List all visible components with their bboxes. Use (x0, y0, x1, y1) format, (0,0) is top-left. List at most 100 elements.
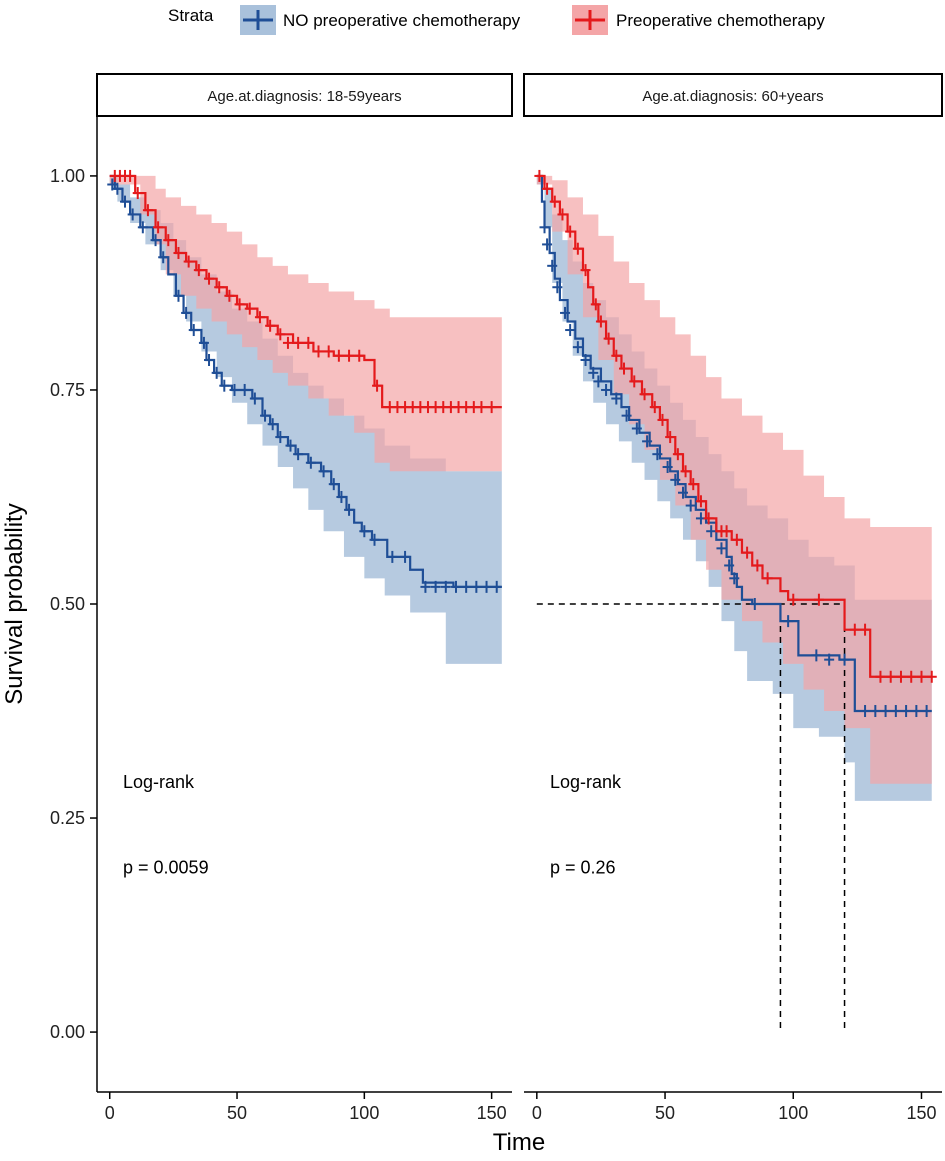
censor-mark-chemo (153, 221, 164, 234)
censor-mark-chemo (639, 388, 650, 401)
censor-mark-chemo (813, 593, 824, 606)
censor-mark-chemo (860, 623, 871, 636)
censor-mark-no-chemo (621, 409, 632, 422)
logrank-label: Log-rank (550, 772, 622, 792)
censor-mark-no-chemo (593, 375, 604, 388)
censor-mark-no-chemo (706, 525, 717, 538)
censor-mark-no-chemo (219, 379, 230, 392)
censor-mark-no-chemo (670, 473, 681, 486)
censor-mark-no-chemo (293, 448, 304, 461)
panel-left: Log-rank p = 0.0059 (107, 169, 502, 878)
censor-mark-no-chemo (107, 178, 118, 191)
strip-left: Age.at.diagnosis: 18-59years (96, 73, 513, 117)
censor-mark-chemo (354, 349, 365, 362)
censor-mark-chemo (742, 546, 753, 559)
x-tick-label: 150 (906, 1103, 936, 1123)
p-value-label: p = 0.26 (550, 858, 616, 878)
censor-mark-chemo (163, 234, 174, 247)
censor-mark-no-chemo (420, 580, 431, 593)
x-tick-label: 50 (655, 1103, 675, 1123)
censor-mark-no-chemo (547, 259, 558, 272)
censor-mark-chemo (721, 525, 732, 538)
censor-mark-chemo (619, 362, 630, 375)
censor-mark-no-chemo (662, 461, 673, 474)
censor-mark-no-chemo (539, 221, 550, 234)
censor-mark-no-chemo (204, 354, 215, 366)
censor-mark-no-chemo (481, 580, 492, 593)
x-tick-label: 150 (477, 1103, 507, 1123)
censor-mark-no-chemo (716, 542, 727, 555)
x-tick-label: 100 (778, 1103, 808, 1123)
censor-mark-chemo (275, 328, 286, 341)
censor-mark-no-chemo (211, 366, 222, 379)
censor-mark-no-chemo (642, 435, 653, 448)
censor-mark-chemo (590, 298, 601, 311)
censor-mark-chemo (282, 336, 293, 349)
censor-mark-chemo (214, 281, 225, 294)
censor-mark-chemo (173, 246, 184, 259)
censor-mark-chemo (313, 345, 324, 358)
x-tick-label: 50 (227, 1103, 247, 1123)
censor-mark-chemo (293, 336, 304, 349)
censor-mark-chemo (142, 204, 153, 217)
censor-mark-no-chemo (120, 195, 131, 208)
legend-entry-no-chemo: NO preoperative chemotherapy (240, 5, 521, 35)
p-value-label: p = 0.0059 (123, 858, 209, 878)
censor-mark-no-chemo (631, 422, 642, 435)
legend: Strata NO preoperative chemotherapy Preo… (168, 5, 825, 35)
censor-mark-no-chemo (336, 490, 347, 503)
censor-mark-chemo (204, 272, 215, 285)
legend-title: Strata (168, 6, 214, 25)
censor-mark-no-chemo (783, 615, 794, 628)
censor-mark-no-chemo (285, 439, 296, 452)
censor-mark-no-chemo (430, 580, 441, 593)
censor-mark-chemo (565, 225, 576, 238)
censor-mark-no-chemo (150, 234, 161, 247)
censor-mark-chemo (688, 478, 699, 491)
y-tick-label: 0.00 (50, 1022, 85, 1042)
ci-band-chemo (536, 175, 932, 784)
censor-mark-no-chemo (305, 456, 316, 469)
x-tick-label: 0 (532, 1103, 542, 1123)
censor-mark-no-chemo (387, 550, 398, 563)
y-tick-label: 0.75 (50, 380, 85, 400)
censor-mark-no-chemo (461, 580, 472, 593)
censor-mark-chemo (680, 465, 691, 478)
censor-mark-no-chemo (267, 418, 278, 431)
censor-mark-no-chemo (188, 324, 199, 337)
y-tick-label: 1.00 (50, 166, 85, 186)
censor-mark-chemo (234, 298, 245, 311)
y-axis-title: Survival probability (1, 503, 28, 704)
censor-mark-no-chemo (824, 653, 835, 666)
censor-mark-no-chemo (729, 572, 740, 585)
censor-mark-no-chemo (685, 499, 696, 512)
censor-mark-chemo (731, 533, 742, 546)
x-axis-right: 0 50 100 150 (524, 1091, 942, 1123)
censor-mark-no-chemo (839, 653, 850, 666)
censor-mark-chemo (549, 195, 560, 208)
censor-mark-chemo (875, 670, 886, 683)
censor-mark-chemo (265, 319, 276, 332)
censor-mark-chemo (183, 255, 194, 268)
censor-mark-chemo (132, 187, 143, 200)
censor-mark-chemo (926, 670, 937, 683)
censor-mark-chemo (611, 349, 622, 362)
x-tick-label: 100 (349, 1103, 379, 1123)
censor-mark-chemo (333, 349, 344, 362)
censor-mark-no-chemo (911, 705, 922, 718)
censor-mark-no-chemo (611, 392, 622, 405)
censor-mark-chemo (303, 336, 314, 349)
censor-mark-no-chemo (260, 409, 271, 422)
censor-mark-chemo (895, 670, 906, 683)
legend-entry-chemo: Preoperative chemotherapy (572, 5, 825, 35)
censor-mark-chemo (125, 169, 136, 182)
censor-mark-no-chemo (127, 208, 138, 221)
censor-mark-no-chemo (860, 705, 871, 718)
legend-label-chemo: Preoperative chemotherapy (616, 11, 825, 30)
y-axis: 0.00 0.25 0.50 0.75 1.00 (50, 116, 98, 1092)
censor-mark-chemo (788, 593, 799, 606)
censor-mark-no-chemo (328, 478, 339, 491)
censor-mark-chemo (557, 208, 568, 221)
censor-mark-no-chemo (901, 705, 912, 718)
censor-mark-chemo (629, 375, 640, 388)
